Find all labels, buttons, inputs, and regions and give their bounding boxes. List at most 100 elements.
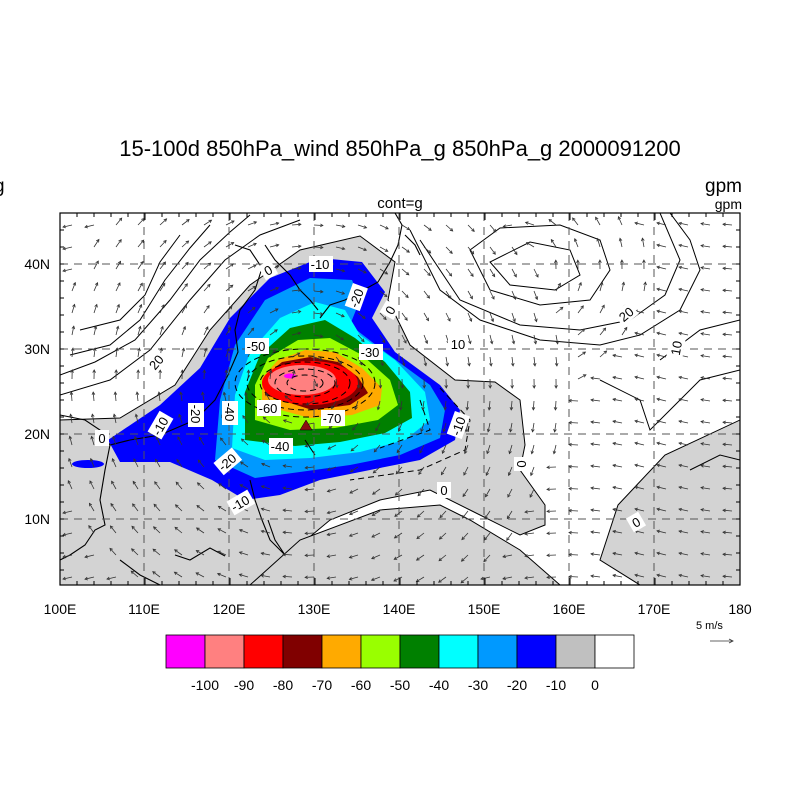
wind-arrow <box>291 289 301 292</box>
wind-arrow <box>350 444 359 452</box>
wind-arrow <box>357 246 367 251</box>
wind-arrowhead <box>634 507 639 512</box>
wind-arrowhead <box>464 450 468 455</box>
wind-arrowhead <box>656 353 661 358</box>
colorbar-label: -30 <box>468 677 488 693</box>
wind-arrow <box>612 398 623 402</box>
wind-arrowhead <box>327 446 332 450</box>
wind-arrowhead <box>508 450 512 455</box>
wind-arrow <box>327 510 337 514</box>
contour-label: -50 <box>247 339 266 354</box>
colorbar-box <box>360 634 401 669</box>
wind-arrow <box>71 304 75 314</box>
wind-arrow <box>509 444 513 454</box>
wind-arrowhead <box>371 512 376 516</box>
wind-arrowhead <box>282 508 287 513</box>
wind-arrowhead <box>440 471 445 476</box>
wind-arrow <box>568 400 579 402</box>
wind-arrowhead <box>578 281 582 286</box>
wind-arrow <box>506 532 513 541</box>
wind-arrow <box>722 333 733 336</box>
wind-arrowhead <box>282 552 286 557</box>
location-marker-triangle <box>299 419 313 431</box>
wind-arrowhead <box>399 406 403 411</box>
wind-arrowhead <box>218 483 222 487</box>
wind-arrow <box>379 268 388 275</box>
wind-arrowhead <box>159 347 163 352</box>
wind-arrow <box>223 392 227 402</box>
wind-arrowhead <box>422 385 426 389</box>
wind-arrowhead <box>205 326 209 330</box>
contour-label: 0 <box>514 460 529 467</box>
wind-arrowhead <box>634 331 639 336</box>
wind-arrow <box>621 282 625 292</box>
wind-arrowhead <box>348 511 353 516</box>
wind-arrowhead <box>371 555 375 560</box>
colorbar-box <box>321 634 362 669</box>
wind-arrow <box>642 238 645 248</box>
wind-arrowhead <box>700 332 704 336</box>
wind-arrow <box>113 414 117 424</box>
wind-arrow <box>656 420 667 424</box>
wind-arrowhead <box>208 219 213 223</box>
wind-arrowhead <box>363 247 368 251</box>
wind-arrowhead <box>460 558 465 562</box>
wind-arrowhead <box>596 237 600 242</box>
wind-arrow <box>700 421 711 424</box>
wind-arrow <box>62 246 73 250</box>
wind-arrow <box>530 466 535 476</box>
wind-arrow <box>62 532 73 536</box>
wind-arrowhead <box>442 428 446 433</box>
wind-arrow <box>137 218 145 226</box>
wind-arrowhead <box>230 220 235 224</box>
wind-arrowhead <box>216 572 221 577</box>
wind-arrow <box>619 238 623 248</box>
wind-arrow <box>511 268 517 278</box>
wind-arrow <box>529 488 535 498</box>
colorbar-box <box>516 634 557 669</box>
wind-arrowhead <box>468 340 472 345</box>
wind-arrow <box>84 224 95 228</box>
wind-arrow <box>462 510 469 519</box>
wind-arrow <box>372 488 381 495</box>
wind-arrowhead <box>463 471 467 476</box>
wind-arrow <box>700 465 711 468</box>
wind-arrow <box>502 554 513 558</box>
wind-arrow <box>577 305 584 314</box>
wind-arrow <box>269 222 279 226</box>
wind-arrow <box>401 268 410 276</box>
wind-arrowhead <box>349 490 354 494</box>
wind-arrow <box>155 459 161 468</box>
wind-arrowhead <box>656 397 661 402</box>
wind-arrowhead <box>489 362 493 367</box>
wind-arrow <box>135 414 139 424</box>
lat-label: 20N <box>24 426 50 442</box>
wind-arrowhead <box>465 406 470 411</box>
wind-arrowhead <box>483 558 487 563</box>
wind-arrowhead <box>68 435 73 440</box>
wind-arrowhead <box>582 374 587 378</box>
wind-arrow <box>445 268 452 277</box>
wind-arrow <box>502 576 513 580</box>
wind-arrowhead <box>546 531 550 536</box>
wind-arrowhead <box>68 457 72 462</box>
wind-arrow <box>722 487 733 490</box>
wind-arrowhead <box>297 266 302 271</box>
wind-arrowhead <box>282 486 287 491</box>
wind-arrowhead <box>488 385 492 389</box>
wind-arrowhead <box>447 317 451 322</box>
wind-arrowhead <box>326 576 331 580</box>
wind-arrowhead <box>643 281 647 286</box>
colorbar-box <box>594 634 635 669</box>
wind-arrow <box>618 216 623 226</box>
wind-arrow <box>700 487 711 490</box>
wind-arrow <box>423 224 432 231</box>
wind-arrow <box>612 376 623 380</box>
wind-arrow <box>393 576 403 582</box>
wind-arrow <box>115 304 120 314</box>
wind-arrowhead <box>174 504 179 508</box>
wind-arrowhead <box>700 266 704 270</box>
wind-arrowhead <box>620 259 624 263</box>
contour-label: 0 <box>98 431 105 446</box>
wind-arrow <box>524 510 535 513</box>
